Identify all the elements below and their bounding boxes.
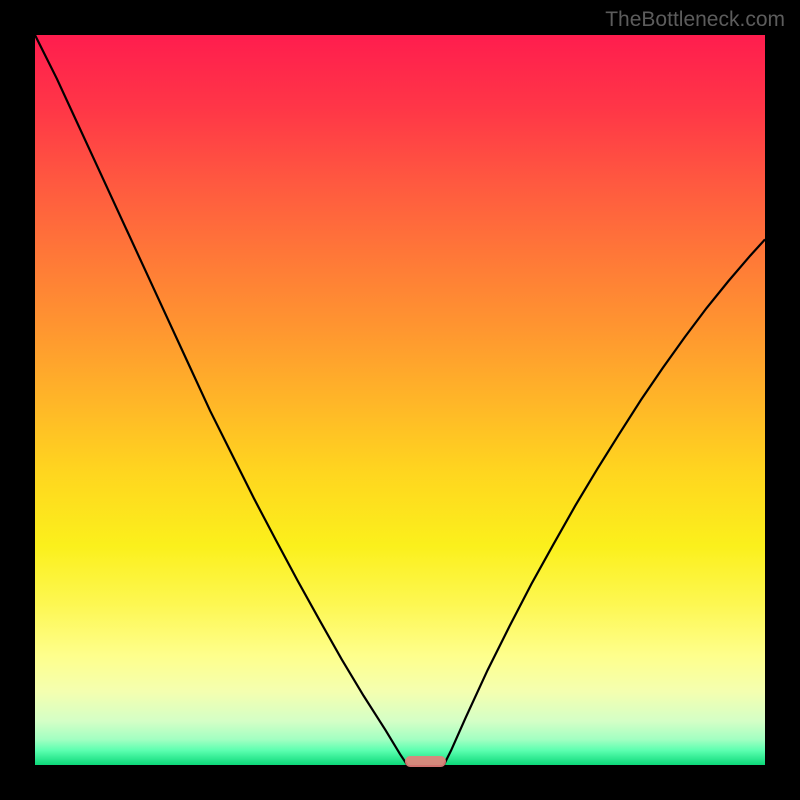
optimal-marker	[405, 756, 445, 768]
watermark-text: TheBottleneck.com	[605, 8, 785, 32]
left-curve-path	[35, 35, 407, 765]
bottleneck-chart	[35, 35, 765, 765]
bottleneck-curve	[35, 35, 765, 765]
right-curve-path	[444, 239, 765, 765]
